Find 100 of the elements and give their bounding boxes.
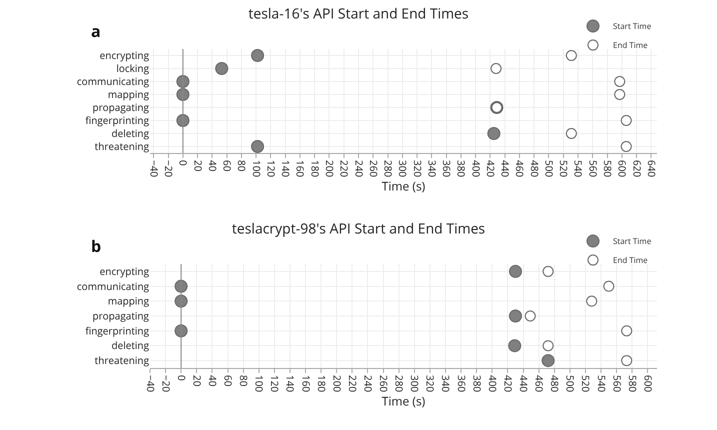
point	[508, 310, 522, 322]
x-tick-label: 360	[440, 160, 454, 178]
y-tick-label: locking	[116, 61, 150, 75]
x-tick-label: 100	[252, 375, 267, 392]
x-tick-label: 40	[206, 375, 220, 387]
x-tick-label: 400	[486, 375, 500, 392]
x-tick-label: −20	[159, 375, 174, 392]
point	[603, 280, 614, 292]
point	[490, 63, 502, 74]
point	[251, 49, 264, 62]
x-tick-label: 400	[469, 160, 484, 178]
text: a	[91, 20, 101, 42]
point	[174, 280, 188, 293]
x-tick-label: 20	[191, 160, 206, 172]
x-tick-label: 540	[594, 375, 609, 392]
y-tick-label: fingerprinting	[85, 323, 150, 338]
x-tick-label: −20	[162, 160, 176, 178]
x-tick-label: 160	[294, 160, 308, 178]
point	[542, 354, 555, 368]
y-tick-label: mapping	[108, 294, 150, 308]
x-tick-label: 620	[630, 160, 644, 178]
x-axis-title: Time (s)	[382, 392, 426, 410]
point	[566, 128, 577, 139]
x-tick-label: 480	[548, 375, 562, 392]
x-tick-label: 300	[408, 375, 422, 392]
x-tick-label: 500	[564, 375, 578, 392]
x-tick-label: 320	[424, 375, 438, 392]
x-tick-label: 60	[222, 375, 236, 387]
x-tick-label: 460	[513, 160, 528, 178]
y-tick-label: mapping	[108, 87, 150, 101]
x-tick-label: 420	[484, 160, 498, 178]
x-tick-label: 380	[470, 375, 484, 392]
y-tick-label: deleting	[111, 338, 150, 352]
x-tick-label: 220	[346, 375, 360, 392]
point	[215, 62, 228, 75]
point	[508, 264, 522, 278]
x-tick-label: 220	[338, 160, 352, 178]
x-tick-label: 0	[176, 160, 191, 166]
y-tick-label: propagating	[92, 308, 150, 322]
x-tick-label: 120	[264, 160, 278, 178]
x-tick-label: 560	[586, 160, 600, 178]
x-tick-label: 580	[601, 160, 615, 178]
x-tick-label: 60	[220, 160, 235, 172]
x-tick-label: 600	[641, 375, 656, 392]
x-tick-label: 380	[454, 160, 469, 178]
x-tick-label: 80	[235, 160, 250, 172]
point	[251, 140, 264, 153]
x-tick-label: 20	[190, 375, 204, 387]
point	[614, 76, 626, 87]
x-tick-label: 500	[542, 160, 556, 178]
y-tick-label: encrypting	[100, 264, 150, 278]
x-tick-label: 40	[206, 160, 220, 172]
point	[174, 294, 188, 308]
x-tick-label: 80	[237, 375, 252, 387]
x-tick-label: 120	[268, 375, 282, 392]
x-tick-label: 240	[352, 160, 366, 178]
point	[508, 339, 522, 352]
point	[176, 88, 190, 101]
x-tick-label: 580	[626, 375, 640, 392]
legend-label: End Time	[613, 255, 648, 266]
point	[620, 141, 632, 152]
point	[566, 50, 577, 61]
x-tick-label: 420	[501, 375, 516, 392]
x-tick-label: 180	[308, 160, 322, 178]
legend-label: Start Time	[613, 21, 652, 32]
point	[487, 127, 500, 140]
x-tick-label: 320	[410, 160, 425, 178]
x-tick-label: 180	[314, 375, 329, 392]
y-tick-label: encrypting	[100, 48, 150, 62]
x-tick-label: 560	[610, 375, 624, 392]
x-tick-label: 140	[279, 160, 294, 178]
x-tick-label: 440	[517, 375, 531, 392]
x-tick-label: 240	[361, 375, 376, 392]
y-tick-label: communicating	[76, 74, 150, 88]
x-tick-label: 480	[528, 160, 542, 178]
text: b	[91, 235, 102, 257]
x-tick-label: 640	[644, 160, 659, 178]
point	[614, 89, 626, 100]
x-tick-label: 340	[425, 160, 440, 178]
point	[621, 355, 632, 366]
x-tick-label: 160	[299, 375, 314, 392]
x-tick-label: 100	[250, 160, 264, 178]
x-tick-label: 440	[498, 160, 513, 178]
point	[620, 115, 632, 126]
legend-label: Start Time	[613, 236, 652, 248]
x-tick-label: 300	[396, 160, 410, 178]
x-tick-label: 540	[572, 160, 586, 178]
point	[524, 310, 536, 322]
x-tick-label: 260	[377, 375, 392, 392]
x-tick-label: −40	[147, 160, 162, 178]
y-tick-label: fingerprinting	[85, 113, 150, 127]
y-tick-label: communicating	[76, 278, 150, 293]
y-tick-label: threatening	[94, 139, 150, 153]
x-tick-label: 340	[439, 375, 454, 392]
y-tick-label: deleting	[111, 126, 150, 140]
chart-title: tesla-16's API Start and End Times	[248, 4, 469, 24]
x-tick-label: 520	[557, 160, 572, 178]
point	[176, 114, 190, 127]
x-tick-label: 200	[330, 375, 344, 392]
x-tick-label: 520	[579, 375, 594, 392]
